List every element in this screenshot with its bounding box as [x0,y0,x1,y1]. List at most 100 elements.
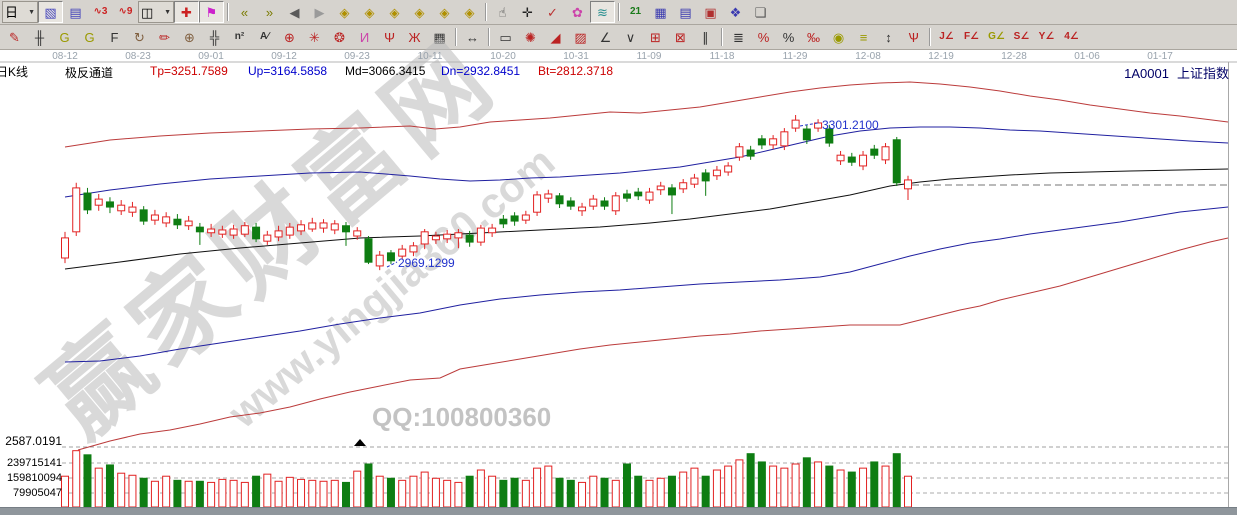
shen-grid-icon[interactable]: Ψ [384,29,395,45]
volume-bar [173,479,182,507]
price-levels-icon[interactable]: ≣ [733,29,744,45]
color-flag-icon[interactable]: ⚑ [199,1,224,23]
chart-area[interactable]: 赢家财富网 www.yingjia360.com QQ:100800360 08… [0,18,1237,507]
pan-hand-icon[interactable]: ☝ [498,4,507,20]
gann-box-icon[interactable]: ▨ [574,29,587,45]
chart-canvas[interactable] [0,50,1237,507]
restore-rights-icon[interactable]: ✚ [174,1,199,23]
volume-bar [476,469,485,507]
four-angle-icon[interactable]: 4∠ [1064,31,1079,42]
volume-bar [465,475,474,507]
f-angle-icon[interactable]: F∠ [963,31,980,42]
hash-grid-icon[interactable]: ╫ [34,29,45,45]
info-window-icon[interactable]: ▧ [38,1,63,23]
percent-icon[interactable]: % [782,29,795,45]
band-arrow-icon[interactable]: ↕ [885,29,892,45]
draw-pen-icon[interactable]: ✎ [9,29,20,45]
last-page-icon[interactable]: » [265,4,274,20]
calculator-icon[interactable]: ▦ [654,4,667,20]
gann-grid-2-icon[interactable]: ⊠ [675,29,686,45]
starburst-icon[interactable]: ✳ [309,29,320,45]
gann-grid-icon[interactable]: ⊞ [650,29,661,45]
candle [870,148,879,156]
width-adjust-icon[interactable]: ↔ [466,29,479,45]
f-level-icon[interactable]: F [110,29,119,45]
golden-levels-icon[interactable]: ≡ [859,29,868,45]
zoom-right-icon[interactable]: ◈ [364,4,375,20]
memo-icon[interactable]: ▤ [69,4,82,20]
k-mark-icon[interactable]: И [359,29,370,45]
grid-icon[interactable]: ╬ [209,29,220,45]
golden-circle-icon[interactable]: ◉ [832,29,845,45]
volume-bar [544,465,553,507]
indicator-dn-value: Dn=2932.8451 [441,64,521,78]
gold-level-1-icon[interactable]: G [59,29,70,45]
volume-bar [443,479,452,507]
zigzag-icon[interactable]: ∨ [625,29,636,45]
target-icon[interactable]: ⊕ [284,29,295,45]
volume-bar [499,479,508,507]
period-day-selector[interactable]: 日 ▼ [2,1,38,23]
zoom-out-icon[interactable]: ◈ [439,4,450,20]
zoom-left-icon[interactable]: ◈ [339,4,350,20]
candle [83,192,92,211]
candle [330,223,339,231]
rect-tool-icon[interactable]: ▭ [499,29,512,45]
rays-icon[interactable]: ✺ [525,29,536,45]
date-label: 09-12 [271,51,297,62]
n2-icon[interactable]: n² [234,31,245,42]
volume-bar [454,481,463,507]
volume-bar [431,477,440,507]
crosshair-icon[interactable]: ✛ [522,4,533,20]
candle [904,179,912,190]
candle [825,128,834,144]
chip-distribution-icon[interactable]: ≋ [590,1,615,23]
trend-angle-icon[interactable]: ∠ [599,29,612,45]
wave-3-icon[interactable]: ∿3 [93,6,108,17]
zoom-horizontal-icon[interactable]: ◈ [389,4,400,20]
candle [184,220,193,227]
volume-bar [825,465,834,507]
candle-style-selector[interactable]: ◫ ▼ [138,1,174,23]
ying-angle-icon[interactable]: Y∠ [1038,31,1055,42]
ribbon-icon[interactable]: ✿ [572,4,583,20]
j-angle-icon[interactable]: J∠ [939,31,954,42]
grid-123-icon[interactable]: ▦ [433,29,446,45]
windows-icon[interactable]: ❖ [729,4,742,20]
symbol-code: 1A0001 [1124,66,1169,81]
horizontal-scrollbar[interactable] [0,507,1237,515]
first-page-icon[interactable]: « [240,4,249,20]
candle [836,154,845,162]
gold-level-2-icon[interactable]: G [84,29,95,45]
prev-icon[interactable]: ◀ [289,4,300,20]
parallel-lines-icon[interactable]: ∥ [702,29,709,45]
data-transfer-icon[interactable]: ❏ [754,4,767,20]
date-label: 11-18 [709,51,735,62]
candle [847,156,856,163]
text-slope-icon[interactable]: A∕ [260,31,269,42]
permille-icon[interactable]: ‰ [807,29,820,45]
date-label: 08-23 [125,51,151,62]
percent-retrace-icon[interactable]: % [757,29,770,45]
zoom-in-icon[interactable]: ◈ [414,4,425,20]
spiral-icon[interactable]: ↻ [134,29,145,45]
brush-icon[interactable]: ✏ [159,29,170,45]
zoom-fit-icon[interactable]: ◈ [464,4,475,20]
save-icon[interactable]: ▣ [704,4,717,20]
ying-grid-icon[interactable]: Ж [408,29,421,45]
annotation-high-price: 3301.2100 [822,118,879,132]
star-box-icon[interactable]: ❂ [334,29,345,45]
shen-angle-icon[interactable]: S∠ [1013,31,1030,42]
next-icon[interactable]: ▶ [314,4,325,20]
volume-bar [690,467,699,507]
compass-icon[interactable]: ⊕ [184,29,195,45]
notebook-icon[interactable]: ▤ [679,4,692,20]
pointer-line-icon[interactable]: ✓ [547,4,558,20]
candle [342,225,350,233]
wave-9-icon[interactable]: ∿9 [118,6,133,17]
calendar-icon[interactable]: 21 [629,6,642,17]
candle [892,139,901,184]
gann-fan-icon[interactable]: ◢ [550,29,561,45]
pitchfork-icon[interactable]: Ѱ [908,29,919,45]
gold-angle-icon[interactable]: G∠ [988,31,1005,42]
